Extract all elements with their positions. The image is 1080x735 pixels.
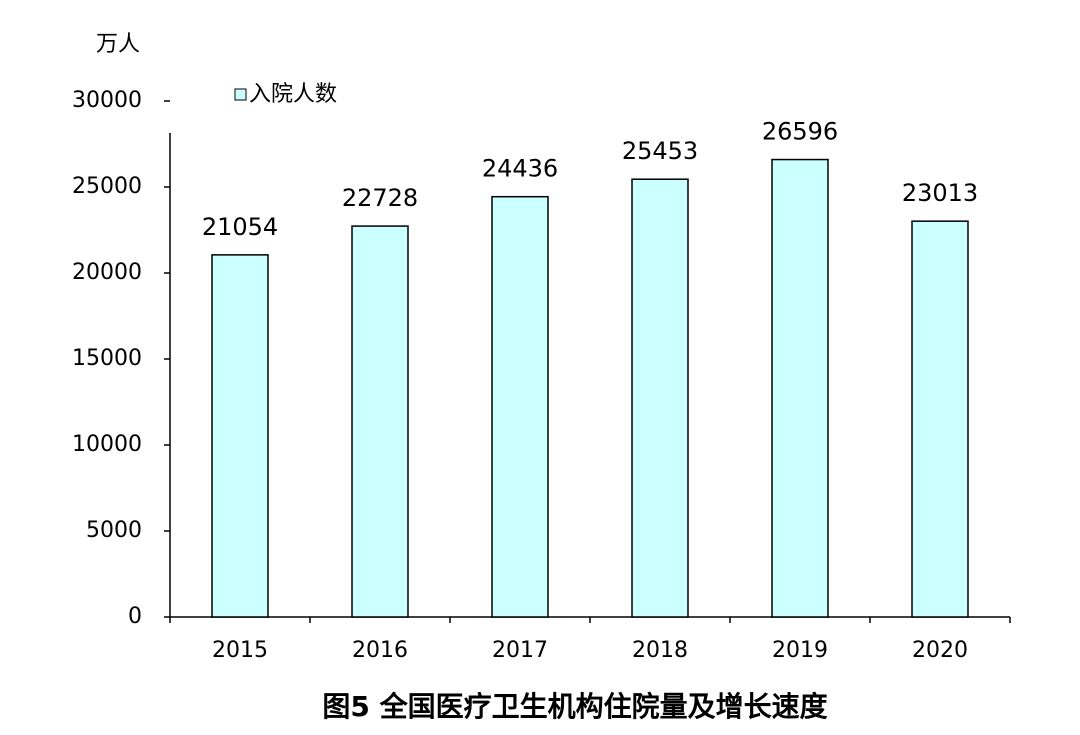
bar xyxy=(351,225,409,618)
bar xyxy=(491,195,549,618)
y-tick-label: 5000 xyxy=(86,518,142,543)
x-tick-label: 2020 xyxy=(912,638,968,663)
y-tick-label: 30000 xyxy=(72,88,142,113)
legend-swatch xyxy=(234,88,247,101)
data-label: 26596 xyxy=(762,118,838,146)
bar xyxy=(631,178,689,618)
data-label: 25453 xyxy=(622,137,698,165)
bar xyxy=(911,220,969,618)
y-tick-label: 15000 xyxy=(72,346,142,371)
y-tick-label: 20000 xyxy=(72,260,142,285)
legend-label: 入院人数 xyxy=(249,82,337,107)
y-tick-label: 10000 xyxy=(72,432,142,457)
chart-title: 图5 全国医疗卫生机构住院量及增长速度 xyxy=(322,690,827,723)
data-label: 24436 xyxy=(482,155,558,183)
x-tick-label: 2018 xyxy=(632,638,688,663)
bar xyxy=(771,158,829,618)
y-tick-label: 0 xyxy=(128,604,142,629)
data-label: 21054 xyxy=(202,213,278,241)
data-label: 22728 xyxy=(342,184,418,212)
bar xyxy=(211,254,269,618)
x-tick-label: 2016 xyxy=(352,638,408,663)
data-label: 23013 xyxy=(902,179,978,207)
y-tick-label: 25000 xyxy=(72,174,142,199)
x-tick-label: 2019 xyxy=(772,638,828,663)
y-axis-unit: 万人 xyxy=(96,32,140,57)
x-tick-label: 2017 xyxy=(492,638,548,663)
x-tick-label: 2015 xyxy=(212,638,268,663)
